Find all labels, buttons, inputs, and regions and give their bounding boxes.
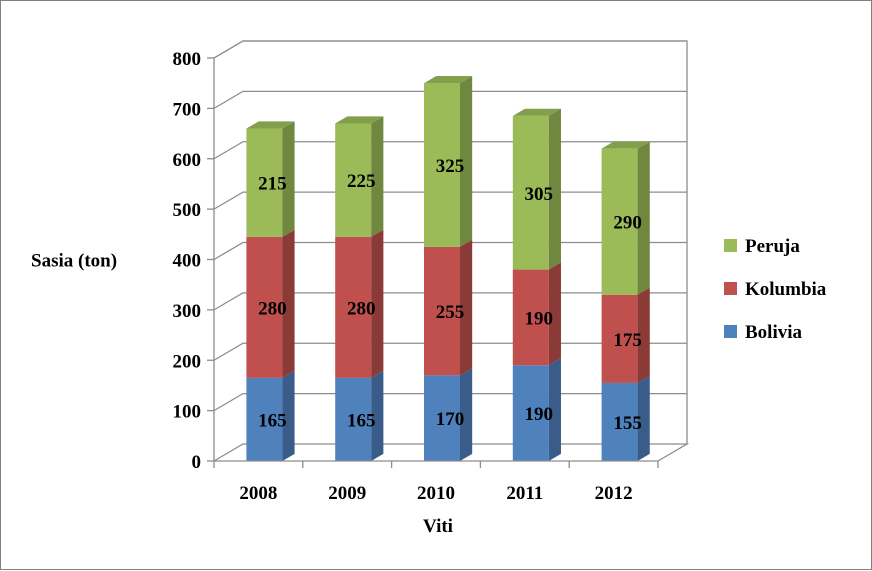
bar-side	[282, 229, 295, 378]
bar-segment	[335, 116, 384, 237]
y-tick-label: 200	[173, 351, 202, 372]
gridline	[213, 90, 687, 109]
bar-segment	[601, 375, 650, 461]
legend: Peruja Kolumbia Bolivia	[724, 236, 827, 343]
bar-segment	[512, 262, 561, 366]
bar-front	[512, 115, 549, 270]
bar-segment	[424, 368, 473, 461]
bar-side	[282, 121, 295, 237]
bar-segment	[246, 121, 295, 237]
y-tick-label: 300	[173, 301, 202, 322]
x-tick-label: 2009	[328, 483, 366, 504]
bar-segment	[601, 141, 650, 295]
bar-front	[246, 377, 283, 461]
x-tick-label: 2008	[239, 483, 277, 504]
bar-front	[424, 375, 460, 461]
bar-segment	[335, 229, 384, 378]
bar-side	[371, 229, 384, 378]
bar-side	[371, 116, 384, 237]
bar-side	[548, 262, 561, 366]
bar-top	[246, 121, 295, 129]
y-tick-label: 800	[173, 49, 202, 70]
y-tick-label: 100	[173, 402, 202, 423]
gridline	[213, 40, 687, 59]
bar-segment	[424, 76, 473, 247]
bar-front	[246, 128, 283, 237]
bar-segment	[246, 229, 295, 378]
data-label: 225	[347, 171, 376, 192]
legend-swatch	[724, 325, 737, 338]
data-label: 305	[525, 184, 554, 205]
data-label: 215	[258, 174, 287, 195]
y-tick-label: 500	[173, 200, 202, 221]
y-tick-label: 700	[173, 99, 202, 120]
bar-segment	[512, 108, 561, 270]
bar-segment	[335, 370, 384, 461]
bar-front	[424, 246, 460, 376]
bar-side	[637, 141, 650, 295]
data-label: 255	[436, 302, 465, 323]
bar-front	[335, 377, 372, 461]
data-labels: 165 280 215 165 280 225 170 255 325 190 190 305 155 1…	[258, 156, 642, 434]
bar-side	[371, 370, 384, 461]
x-tick-label: 2010	[417, 483, 455, 504]
bar-front	[335, 236, 372, 378]
x-tick-label: 2012	[595, 483, 633, 504]
data-label: 165	[258, 410, 287, 431]
bar-front	[601, 382, 638, 461]
y-tick-label: 0	[192, 452, 202, 473]
data-label: 325	[436, 156, 465, 177]
data-label: 165	[347, 410, 376, 431]
data-label: 280	[347, 298, 376, 319]
data-label: 290	[613, 213, 642, 234]
bar-front	[246, 236, 283, 378]
data-label: 175	[613, 330, 642, 351]
bar-front	[335, 123, 372, 237]
legend-swatch	[724, 282, 737, 295]
bar-top	[424, 76, 473, 84]
data-label: 280	[258, 298, 287, 319]
bar-side	[460, 368, 473, 461]
data-label: 155	[613, 413, 642, 434]
bar-side	[548, 108, 561, 270]
x-axis-title: Viti	[423, 516, 453, 537]
bar-side	[637, 375, 650, 461]
legend-label: Kolumbia	[745, 279, 827, 300]
legend-label: Bolivia	[745, 322, 803, 343]
y-tick-label: 400	[173, 251, 202, 272]
bar-side	[548, 358, 561, 461]
legend-label: Peruja	[745, 236, 800, 257]
bar-front	[601, 148, 638, 295]
bar-front	[424, 83, 460, 247]
bar-segment	[601, 287, 650, 383]
legend-swatch	[724, 239, 737, 252]
bar-segment	[512, 358, 561, 461]
bars	[246, 76, 650, 461]
gridlines	[213, 40, 687, 412]
data-label: 190	[525, 308, 554, 329]
y-tick-label: 600	[173, 150, 202, 171]
bar-side	[282, 370, 295, 461]
bar-top	[512, 108, 561, 116]
bar-front	[512, 269, 549, 366]
y-axis-title: Sasia (ton)	[31, 251, 117, 272]
bar-side	[460, 239, 473, 376]
bar-front	[601, 294, 638, 383]
data-label: 190	[525, 404, 554, 425]
bar-side	[637, 287, 650, 383]
bar-top	[335, 116, 384, 124]
bar-segment	[246, 370, 295, 461]
bar-side	[460, 76, 473, 247]
bar-front	[512, 365, 549, 461]
data-label: 170	[436, 409, 465, 430]
bar-segment	[424, 239, 473, 376]
axes: 0 100 200 300 400 500 600 700 800 2008 2009 2010 201…	[173, 49, 659, 504]
x-tick-label: 2011	[506, 483, 543, 504]
bar-top	[601, 141, 650, 149]
